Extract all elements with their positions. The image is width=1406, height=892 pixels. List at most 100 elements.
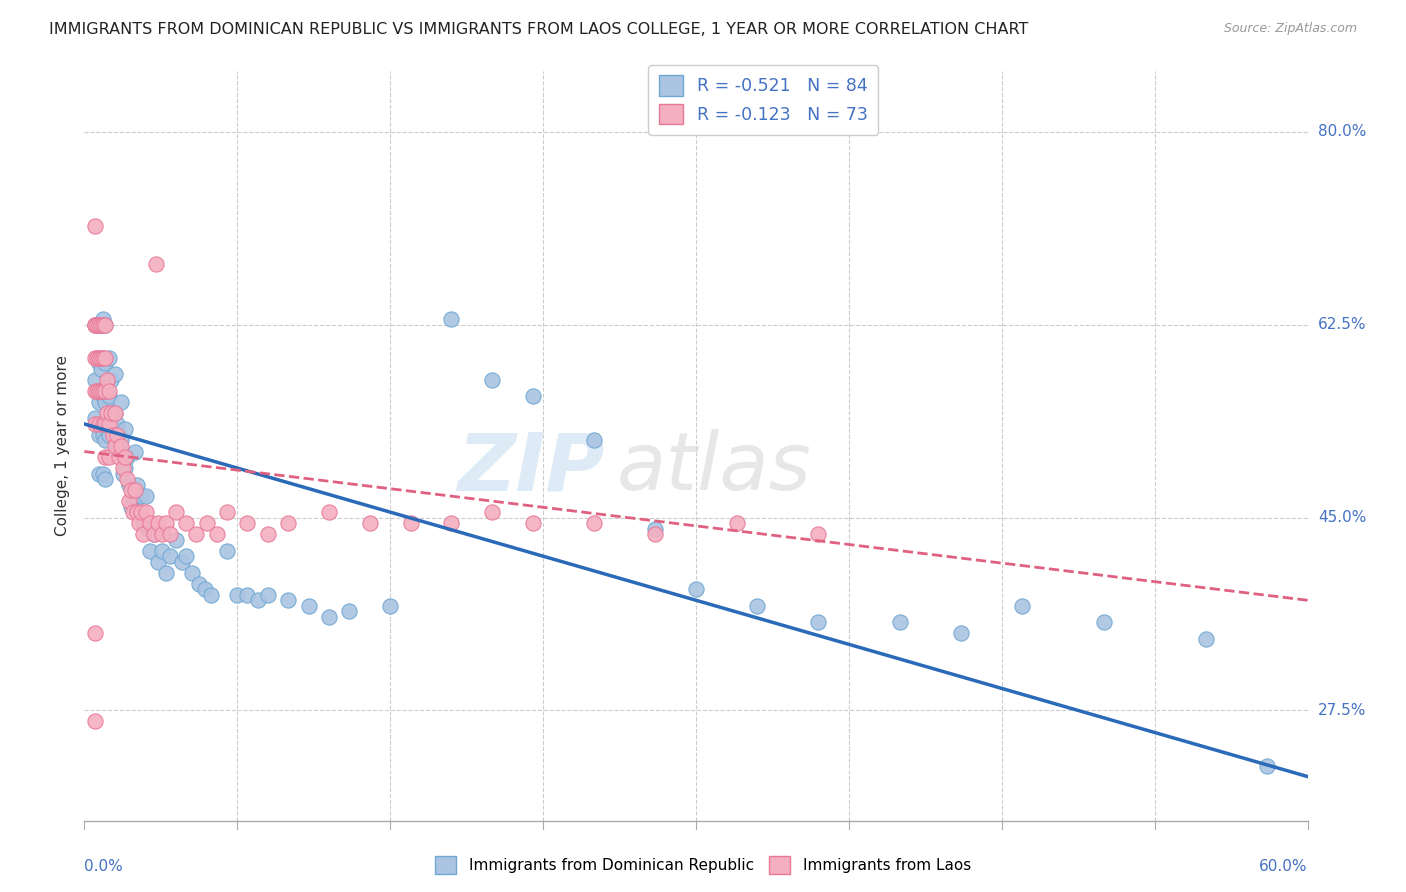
Point	[174, 516, 197, 530]
Point	[83, 318, 105, 332]
Point	[86, 384, 108, 398]
Point	[685, 582, 707, 597]
Point	[644, 527, 666, 541]
Point	[807, 615, 830, 630]
Point	[136, 522, 159, 536]
Text: 27.5%: 27.5%	[1317, 703, 1367, 718]
Text: Source: ZipAtlas.com: Source: ZipAtlas.com	[1223, 22, 1357, 36]
Point	[747, 599, 769, 613]
Point	[91, 467, 114, 481]
Point	[138, 516, 160, 530]
Point	[146, 555, 169, 569]
Point	[132, 527, 155, 541]
Point	[205, 527, 228, 541]
Text: 62.5%: 62.5%	[1317, 318, 1367, 333]
Point	[83, 417, 105, 431]
Point	[165, 533, 187, 547]
Point	[87, 384, 110, 398]
Point	[96, 406, 118, 420]
Point	[83, 384, 105, 398]
Point	[124, 444, 146, 458]
Point	[186, 527, 208, 541]
Point	[91, 384, 114, 398]
Text: 45.0%: 45.0%	[1317, 510, 1367, 525]
Point	[380, 599, 402, 613]
Point	[83, 219, 105, 233]
Point	[110, 434, 132, 448]
Point	[104, 368, 127, 382]
Point	[105, 417, 128, 431]
Text: 0.0%: 0.0%	[84, 859, 124, 874]
Point	[122, 489, 145, 503]
Point	[91, 428, 114, 442]
Point	[200, 588, 222, 602]
Point	[96, 373, 118, 387]
Point	[115, 450, 138, 464]
Point	[104, 444, 127, 458]
Point	[83, 373, 105, 387]
Point	[399, 516, 422, 530]
Point	[93, 351, 115, 365]
Point	[100, 373, 122, 387]
Point	[83, 411, 105, 425]
Point	[128, 505, 150, 519]
Point	[318, 609, 340, 624]
Point	[93, 395, 115, 409]
Point	[142, 527, 165, 541]
Point	[318, 505, 340, 519]
Point	[90, 384, 112, 398]
Point	[145, 257, 167, 271]
Point	[87, 395, 110, 409]
Point	[298, 599, 321, 613]
Point	[104, 439, 127, 453]
Point	[104, 406, 127, 420]
Point	[83, 318, 105, 332]
Point	[522, 389, 544, 403]
Point	[150, 543, 173, 558]
Point	[86, 351, 108, 365]
Point	[165, 505, 187, 519]
Point	[217, 543, 239, 558]
Point	[87, 318, 110, 332]
Point	[90, 318, 112, 332]
Point	[440, 312, 463, 326]
Point	[131, 489, 153, 503]
Point	[91, 318, 114, 332]
Point	[155, 516, 177, 530]
Text: ZIP: ZIP	[457, 429, 605, 508]
Point	[132, 516, 155, 530]
Point	[101, 406, 124, 420]
Point	[124, 483, 146, 497]
Point	[93, 417, 115, 431]
Point	[583, 434, 606, 448]
Point	[87, 417, 110, 431]
Point	[172, 555, 194, 569]
Point	[236, 516, 259, 530]
Point	[114, 461, 136, 475]
Point	[1195, 632, 1218, 646]
Point	[93, 450, 115, 464]
Point	[91, 351, 114, 365]
Point	[644, 522, 666, 536]
Point	[101, 428, 124, 442]
Point	[90, 351, 112, 365]
Point	[87, 351, 110, 365]
Point	[187, 576, 209, 591]
Point	[131, 505, 153, 519]
Point	[120, 500, 142, 514]
Point	[246, 593, 269, 607]
Point	[93, 356, 115, 370]
Point	[150, 527, 173, 541]
Point	[118, 494, 141, 508]
Point	[174, 549, 197, 564]
Point	[950, 626, 973, 640]
Point	[110, 395, 132, 409]
Point	[127, 477, 149, 491]
Point	[115, 472, 138, 486]
Point	[97, 428, 120, 442]
Point	[257, 527, 280, 541]
Point	[87, 467, 110, 481]
Point	[91, 417, 114, 431]
Point	[83, 351, 105, 365]
Point	[194, 582, 217, 597]
